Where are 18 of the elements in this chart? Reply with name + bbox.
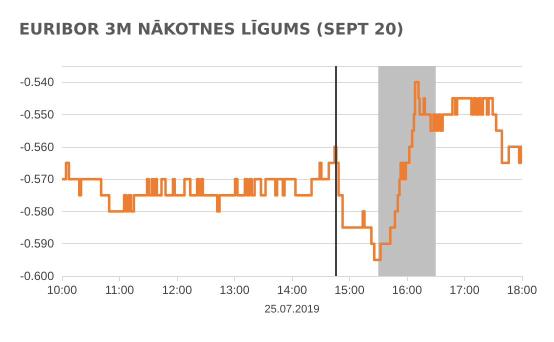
y-tick-label: -0.570 (20, 172, 54, 186)
x-tick-label: 16:00 (392, 283, 422, 297)
x-tick-label: 15:00 (334, 283, 365, 297)
y-tick-label: -0.580 (20, 204, 54, 218)
x-tick-label: 18:00 (506, 283, 538, 297)
x-tick-label: 14:00 (276, 283, 308, 297)
x-tick-label: 10:00 (46, 283, 78, 297)
x-tick-label: 17:00 (449, 283, 480, 297)
x-tick-label: 12:00 (162, 283, 192, 297)
y-tick-label: -0.590 (20, 236, 54, 251)
x-tick-label: 11:00 (104, 283, 134, 297)
x-tick-label: 13:00 (219, 283, 250, 297)
y-tick-label: -0.560 (20, 140, 54, 154)
y-tick-label: -0.540 (20, 75, 54, 90)
x-axis-title: 25.07.2019 (264, 304, 320, 316)
y-tick-label: -0.550 (20, 107, 54, 122)
y-tick-label: -0.600 (20, 269, 54, 283)
chart-title: EURIBOR 3M NĀKOTNES LĪGUMS (SEPT 20) (19, 20, 404, 38)
